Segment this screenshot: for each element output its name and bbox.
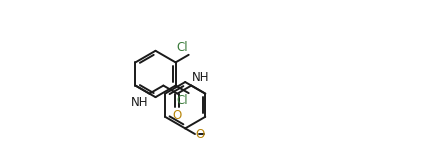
Text: NH: NH — [131, 96, 149, 109]
Text: O: O — [173, 109, 182, 122]
Text: Cl: Cl — [177, 41, 188, 54]
Text: NH: NH — [192, 71, 210, 84]
Text: Cl: Cl — [177, 94, 188, 107]
Text: O: O — [196, 128, 205, 141]
